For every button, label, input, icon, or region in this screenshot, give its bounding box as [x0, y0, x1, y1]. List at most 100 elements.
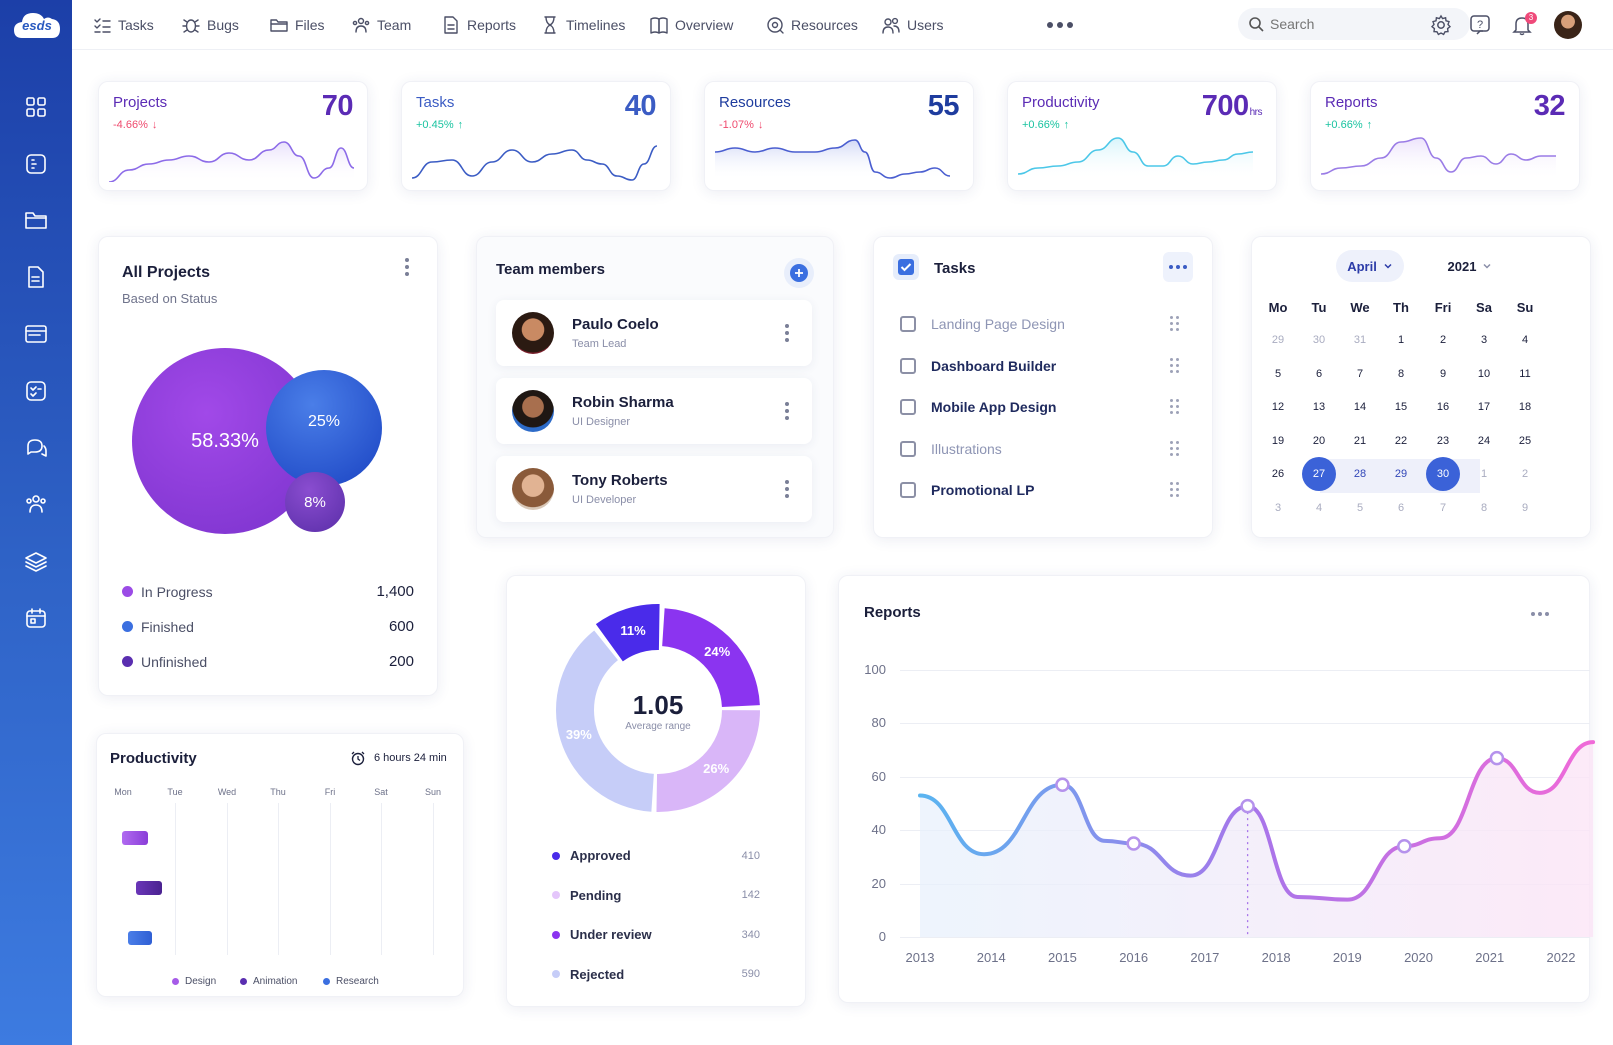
donut-segment[interactable] [595, 604, 660, 662]
calendar-day[interactable]: 16 [1436, 401, 1450, 413]
calendar-day[interactable]: 6 [1397, 501, 1405, 514]
calendar-day[interactable]: 2 [1439, 334, 1447, 346]
search-box[interactable] [1238, 8, 1470, 40]
calendar-day[interactable]: 30 [1312, 334, 1326, 346]
document-icon[interactable] [24, 265, 48, 289]
calendar-day[interactable]: 18 [1518, 401, 1532, 413]
calendar-day[interactable]: 9 [1439, 367, 1447, 380]
calendar-day[interactable]: 4 [1521, 334, 1529, 346]
team-member-row[interactable]: Paulo Coelo Team Lead [496, 300, 812, 366]
help-icon[interactable]: ? [1469, 14, 1491, 36]
calendar-day[interactable]: 15 [1394, 401, 1408, 413]
calendar-day[interactable]: 29 [1394, 468, 1408, 480]
team-icon[interactable] [24, 492, 48, 516]
calendar-day[interactable]: 9 [1521, 501, 1529, 514]
gear-icon[interactable] [1430, 14, 1452, 36]
task-checkbox[interactable] [900, 440, 916, 457]
kpi-card-projects[interactable]: Projects 70 -4.66% ↓ [98, 81, 368, 191]
brand-logo[interactable]: esds [12, 8, 62, 42]
donut-segment[interactable] [556, 630, 654, 812]
task-item[interactable]: Landing Page Design [900, 312, 1200, 336]
member-menu-button[interactable] [785, 324, 789, 342]
calendar-day[interactable]: 25 [1518, 434, 1532, 447]
drag-handle-icon[interactable] [1170, 316, 1179, 332]
kpi-card-resources[interactable]: Resources 55 -1.07% ↓ [704, 81, 974, 191]
calendar-day[interactable]: 4 [1315, 501, 1323, 514]
add-member-button[interactable] [784, 258, 814, 288]
all-projects-menu-button[interactable] [405, 258, 409, 276]
nav-resources[interactable]: Resources [766, 14, 858, 36]
year-select[interactable]: 2021 [1440, 250, 1500, 282]
drag-handle-icon[interactable] [1170, 440, 1179, 457]
calendar-day[interactable]: 28 [1353, 468, 1367, 480]
calendar-day[interactable]: 3 [1274, 501, 1282, 514]
tasks-select-all-checkbox[interactable] [893, 254, 919, 280]
nav-files[interactable]: Files [270, 14, 325, 36]
calendar-icon[interactable] [24, 606, 48, 630]
kpi-card-productivity[interactable]: Productivity 700hrs +0.66% ↑ [1007, 81, 1277, 191]
checklist-icon[interactable] [24, 379, 48, 403]
data-point-marker[interactable] [1489, 750, 1505, 766]
calendar-day[interactable]: 8 [1397, 367, 1405, 380]
month-select[interactable]: April [1336, 250, 1404, 282]
calendar-day[interactable]: 31 [1353, 334, 1367, 346]
calendar-day[interactable]: 27 [1302, 457, 1336, 491]
nav-overview[interactable]: Overview [650, 14, 733, 36]
calendar-day[interactable]: 24 [1477, 434, 1491, 447]
board-icon[interactable] [24, 152, 48, 176]
task-item[interactable]: Illustrations [900, 437, 1200, 461]
nav-bugs[interactable]: Bugs [182, 14, 239, 36]
search-input[interactable] [1270, 16, 1460, 32]
calendar-day[interactable]: 10 [1477, 367, 1491, 380]
task-checkbox[interactable] [900, 316, 916, 332]
design-bar[interactable] [122, 831, 148, 845]
calendar-day[interactable]: 12 [1271, 401, 1285, 413]
calendar-day[interactable]: 17 [1477, 401, 1491, 413]
task-checkbox[interactable] [900, 482, 916, 498]
calendar-day[interactable]: 5 [1274, 367, 1282, 380]
data-point-marker[interactable] [1240, 798, 1255, 814]
calendar-day[interactable]: 3 [1480, 334, 1488, 346]
research-bar[interactable] [128, 931, 152, 945]
calendar-day[interactable]: 21 [1353, 434, 1367, 447]
nav-timelines[interactable]: Timelines [541, 14, 625, 36]
calendar-day[interactable]: 29 [1271, 334, 1285, 346]
folder-icon[interactable] [24, 208, 48, 232]
calendar-day[interactable]: 7 [1439, 501, 1447, 514]
calendar-day[interactable]: 8 [1480, 501, 1488, 514]
task-item[interactable]: Mobile App Design [900, 395, 1200, 419]
donut-segment[interactable] [662, 608, 760, 707]
donut-segment[interactable] [656, 710, 760, 812]
dashboard-grid-icon[interactable] [24, 95, 48, 119]
data-point-marker[interactable] [1055, 777, 1070, 793]
task-item[interactable]: Dashboard Builder [900, 354, 1200, 378]
team-member-row[interactable]: Tony Roberts UI Developer [496, 456, 812, 522]
calendar-day[interactable]: 1 [1397, 334, 1405, 346]
calendar-day[interactable]: 22 [1394, 434, 1408, 447]
calendar-day[interactable]: 1 [1480, 468, 1488, 480]
reports-more-button[interactable] [1531, 612, 1549, 616]
team-member-row[interactable]: Robin Sharma UI Designer [496, 378, 812, 444]
nav-users[interactable]: Users [882, 14, 944, 36]
calendar-day[interactable]: 11 [1519, 367, 1531, 380]
calendar-day[interactable]: 19 [1271, 434, 1285, 447]
animation-bar[interactable] [136, 881, 162, 895]
browser-window-icon[interactable] [24, 322, 48, 346]
bell-icon[interactable] [1511, 14, 1533, 36]
calendar-day[interactable]: 14 [1353, 401, 1367, 413]
calendar-day[interactable]: 30 [1426, 457, 1460, 491]
calendar-day[interactable]: 7 [1356, 367, 1364, 380]
member-menu-button[interactable] [785, 402, 789, 420]
more-menu-button[interactable] [1047, 14, 1077, 36]
drag-handle-icon[interactable] [1170, 357, 1179, 374]
calendar-day[interactable]: 20 [1312, 434, 1326, 447]
calendar-day[interactable]: 26 [1271, 468, 1285, 480]
drag-handle-icon[interactable] [1170, 399, 1179, 415]
calendar-day[interactable]: 2 [1521, 468, 1529, 480]
calendar-day[interactable]: 23 [1436, 434, 1450, 447]
task-checkbox[interactable] [900, 357, 916, 374]
member-menu-button[interactable] [785, 480, 789, 498]
kpi-card-reports[interactable]: Reports 32 +0.66% ↑ [1310, 81, 1580, 191]
task-item[interactable]: Promotional LP [900, 478, 1200, 502]
user-avatar[interactable] [1554, 11, 1582, 39]
